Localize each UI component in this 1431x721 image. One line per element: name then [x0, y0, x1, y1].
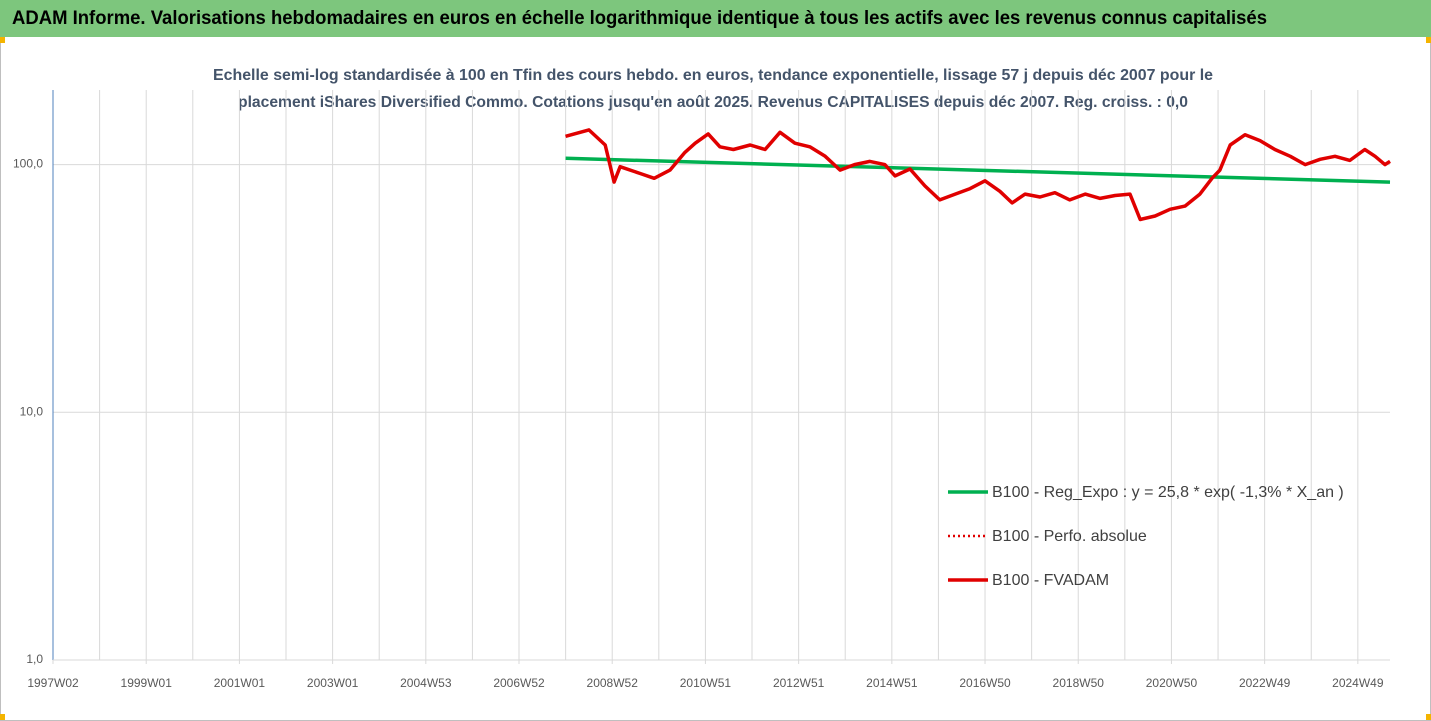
header-bar: [0, 0, 1431, 37]
page-title: ADAM Informe. Valorisations hebdomadaire…: [12, 8, 1267, 29]
corner-mark: [0, 37, 5, 43]
y-tick-label: 1,0: [26, 652, 43, 666]
x-tick-label: 2024W49: [1332, 676, 1384, 690]
x-tick-label: 2008W52: [587, 676, 639, 690]
legend-label: B100 - Reg_Expo : y = 25,8 * exp( -1,3% …: [992, 484, 1344, 501]
x-tick-label: 2004W53: [400, 676, 452, 690]
x-tick-label: 2006W52: [493, 676, 545, 690]
plot-area: [565, 128, 1391, 222]
x-tick-label: 2014W51: [866, 676, 918, 690]
chart-subtitle: Echelle semi-log standardisée à 100 en T…: [213, 67, 1213, 84]
x-tick-label: 2020W50: [1146, 676, 1198, 690]
legend: B100 - Reg_Expo : y = 25,8 * exp( -1,3% …: [948, 484, 1344, 589]
x-tick-label: 2016W50: [959, 676, 1011, 690]
series-line: [565, 156, 1391, 184]
x-tick-label: 2022W49: [1239, 676, 1291, 690]
x-tick-label: 1997W02: [27, 676, 79, 690]
legend-label: B100 - FVADAM: [992, 572, 1109, 589]
x-tick-label: 2012W51: [773, 676, 825, 690]
grid: 1,0 10,0 100,0 1997W02 1999W01 2001W01 2003W01…: [13, 90, 1390, 690]
corner-mark: [1426, 714, 1431, 720]
legend-label: B100 - Perfo. absolue: [992, 528, 1147, 545]
x-tick-label: 1999W01: [121, 676, 173, 690]
y-tick-label: 100,0: [13, 157, 43, 171]
series-line: [565, 128, 1391, 222]
x-tick-label: 2010W51: [680, 676, 732, 690]
y-tick-label: 10,0: [20, 404, 44, 418]
corner-mark: [0, 714, 5, 720]
chart-subtitle: placement iShares Diversified Commo. Cot…: [238, 94, 1188, 111]
x-tick-label: 2018W50: [1053, 676, 1105, 690]
x-tick-label: 2001W01: [214, 676, 266, 690]
x-tick-label: 2003W01: [307, 676, 359, 690]
corner-mark: [1426, 37, 1431, 43]
